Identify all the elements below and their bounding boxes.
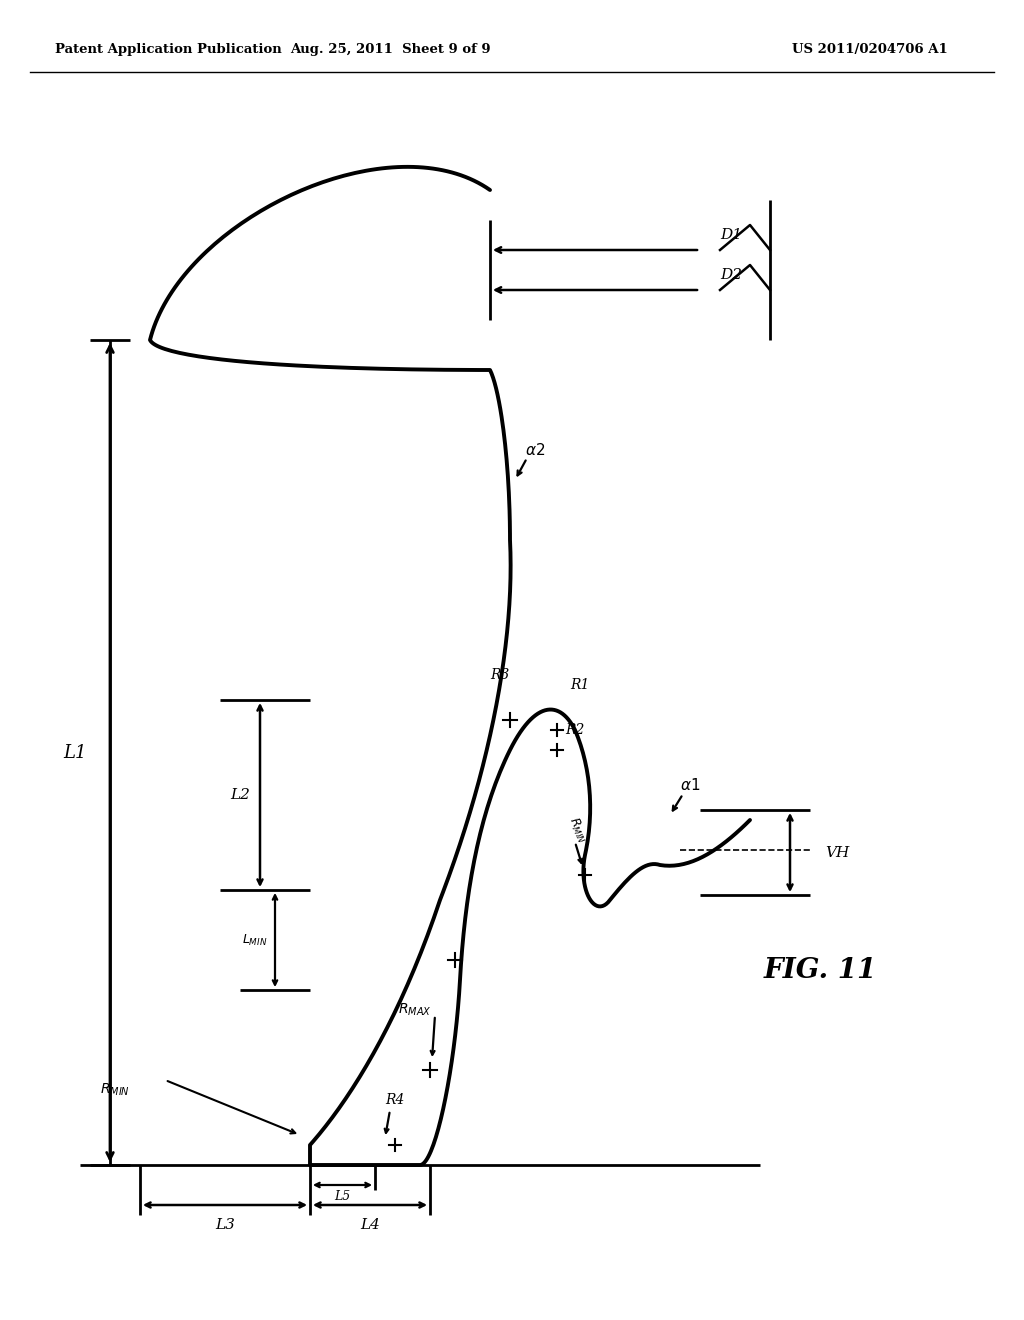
Text: $\alpha 1$: $\alpha 1$ xyxy=(680,777,700,793)
Text: R1: R1 xyxy=(570,678,590,692)
Text: $L_{MIN}$: $L_{MIN}$ xyxy=(243,932,267,948)
Text: L3: L3 xyxy=(215,1218,234,1232)
Text: L4: L4 xyxy=(360,1218,380,1232)
Text: $R_{MAX}$: $R_{MAX}$ xyxy=(398,1002,432,1018)
Text: Aug. 25, 2011  Sheet 9 of 9: Aug. 25, 2011 Sheet 9 of 9 xyxy=(290,44,490,57)
Text: D2: D2 xyxy=(720,268,742,282)
Text: R4: R4 xyxy=(385,1093,404,1107)
Text: L1: L1 xyxy=(63,744,87,762)
Text: $\alpha 2$: $\alpha 2$ xyxy=(525,442,545,458)
Text: R2: R2 xyxy=(565,723,585,737)
Text: VH: VH xyxy=(825,846,849,861)
Text: FIG. 11: FIG. 11 xyxy=(763,957,877,983)
Text: D1: D1 xyxy=(720,228,742,242)
Text: R3: R3 xyxy=(490,668,509,682)
Text: $R_{MIN}$: $R_{MIN}$ xyxy=(565,814,590,846)
Text: $R_{MIN}$: $R_{MIN}$ xyxy=(100,1082,130,1098)
Text: L5: L5 xyxy=(334,1191,350,1204)
Text: US 2011/0204706 A1: US 2011/0204706 A1 xyxy=(793,44,948,57)
Text: Patent Application Publication: Patent Application Publication xyxy=(55,44,282,57)
Text: L2: L2 xyxy=(230,788,250,803)
